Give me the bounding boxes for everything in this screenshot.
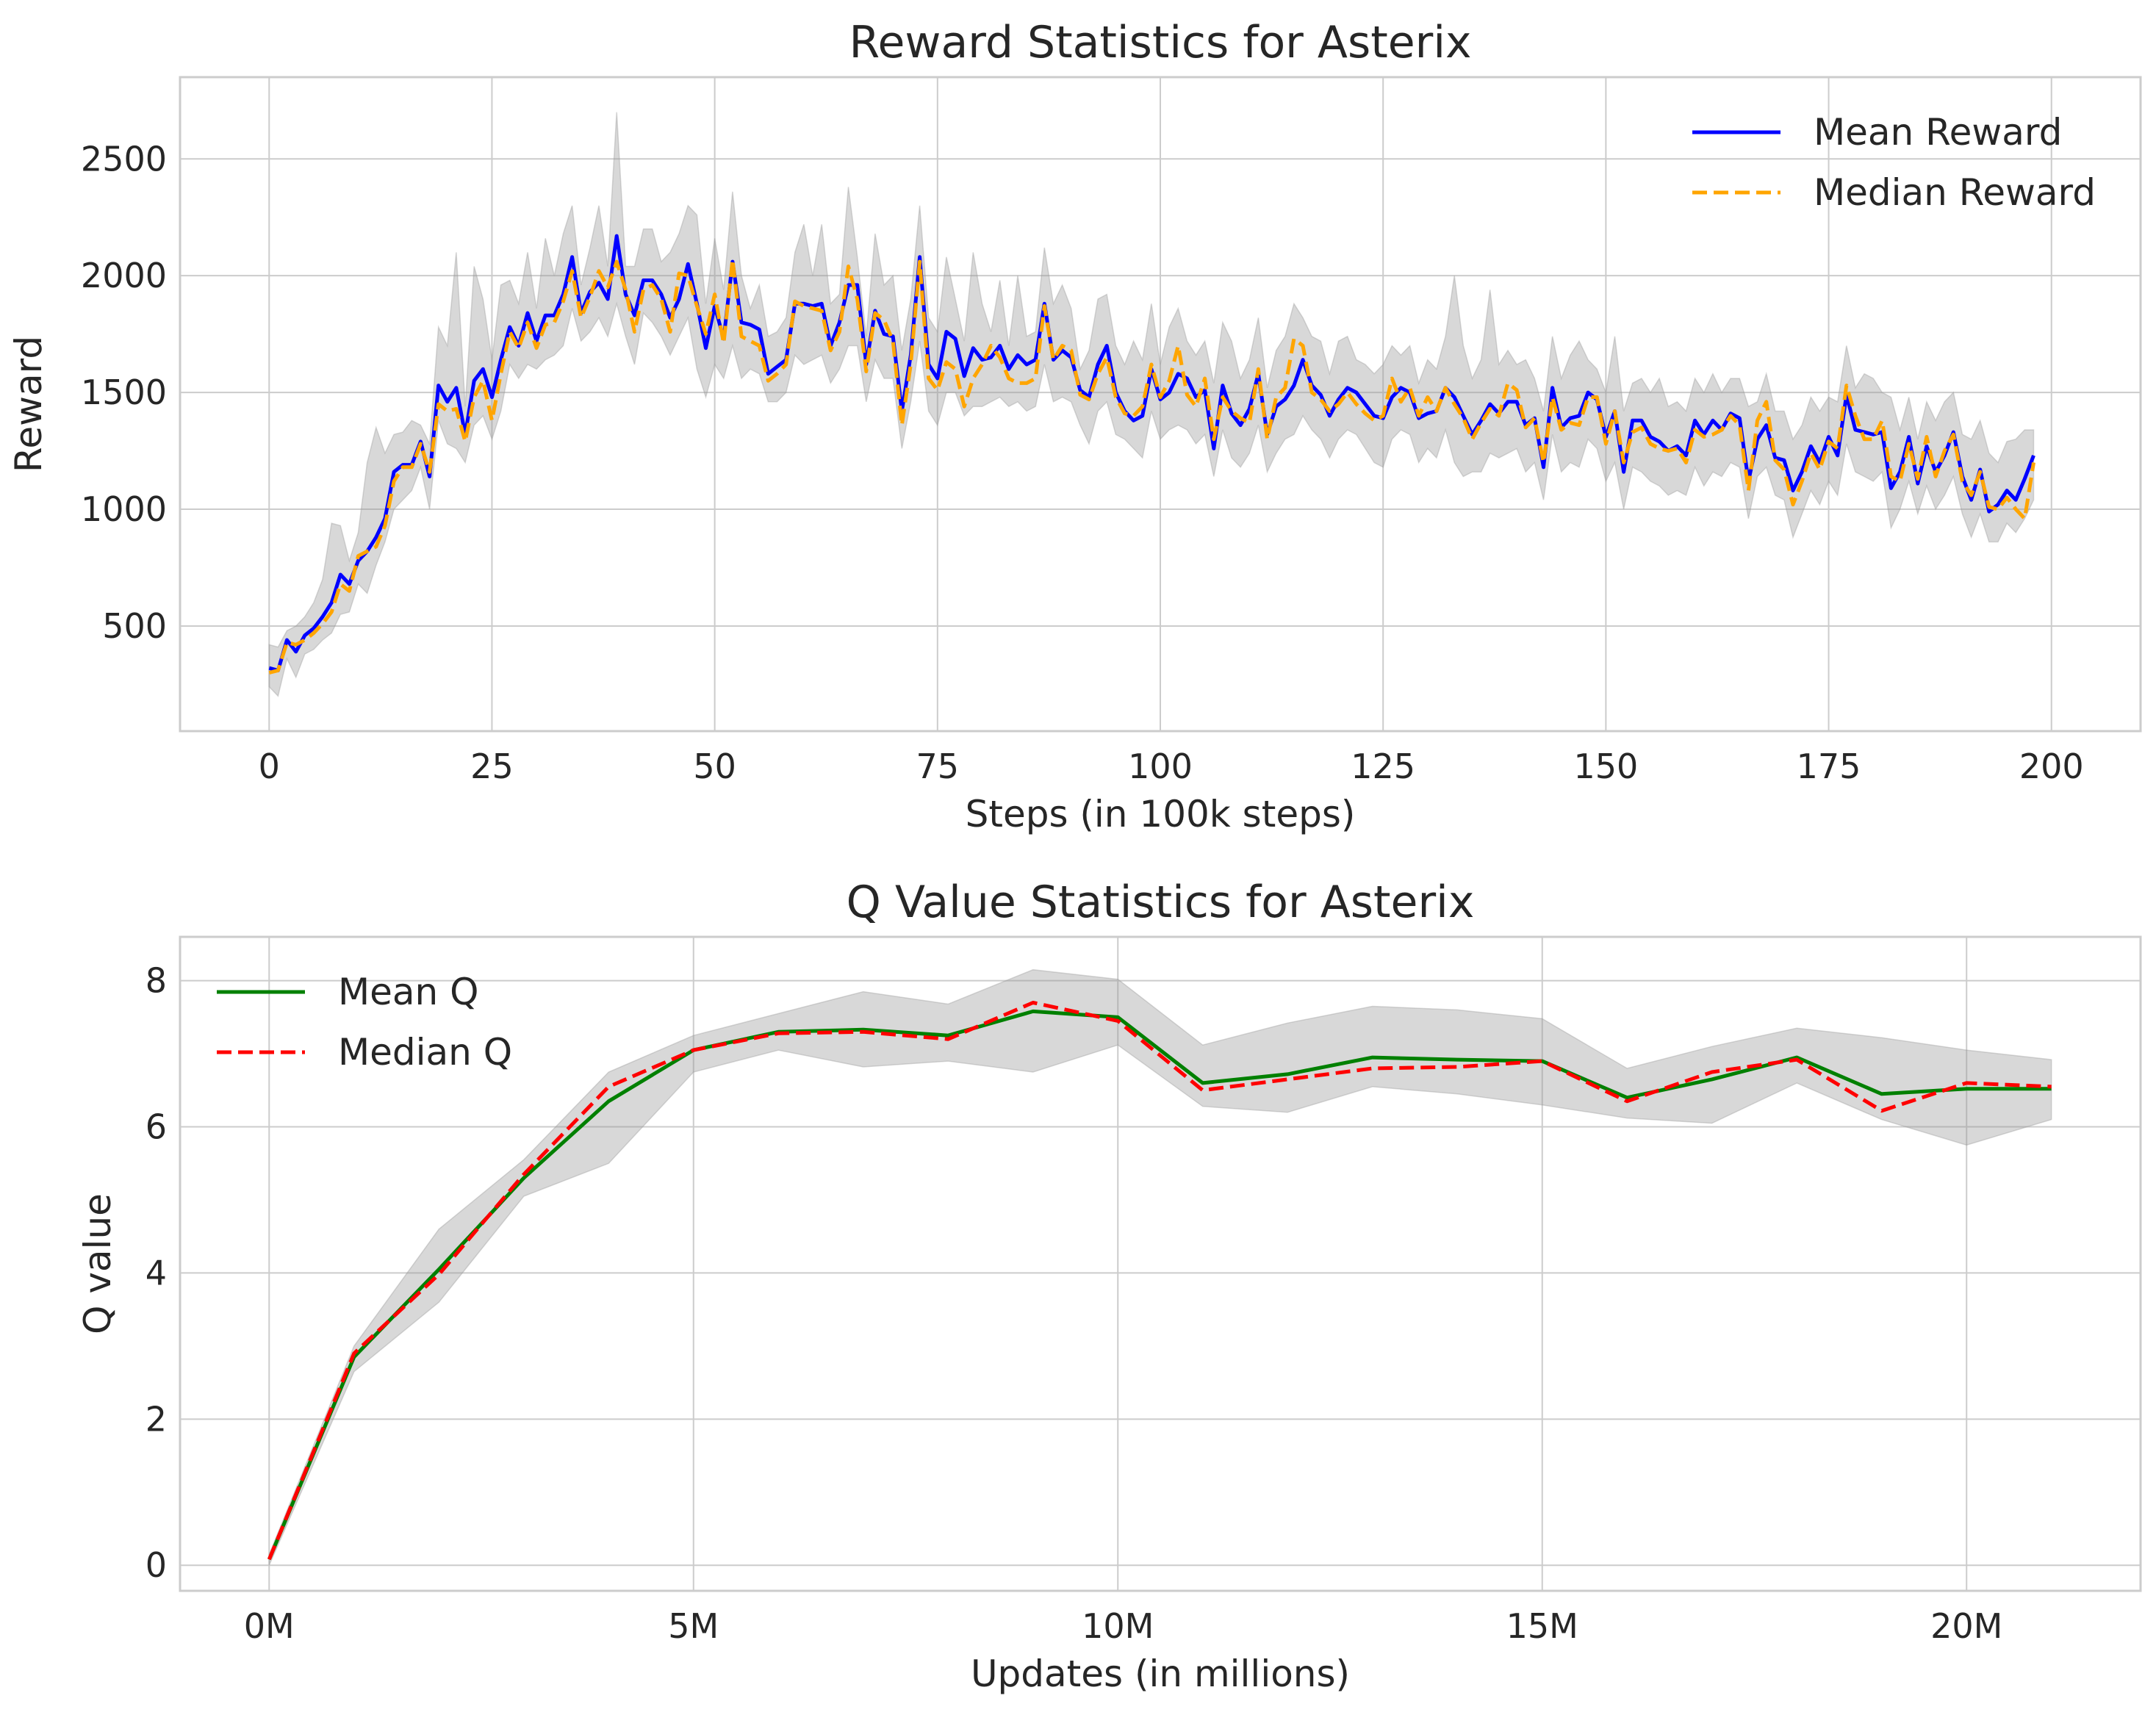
y-tick-label: 0 bbox=[145, 1545, 167, 1585]
reward-x-ticks: 0 25 50 75 100 125 150 175 200 bbox=[259, 747, 2084, 786]
q-value-range-band bbox=[268, 968, 2052, 1566]
legend-label-median-q: Median Q bbox=[338, 1031, 512, 1074]
x-tick-label: 200 bbox=[2019, 747, 2084, 786]
series-line-median-q bbox=[267, 1001, 2052, 1561]
q-value-chart-title: Q Value Statistics for Asterix bbox=[847, 877, 1475, 928]
q-value-x-ticks: 0M 5M 10M 15M 20M bbox=[244, 1606, 2003, 1646]
x-tick-label: 50 bbox=[693, 747, 736, 786]
y-tick-label: 8 bbox=[145, 961, 167, 1001]
y-tick-label: 1000 bbox=[81, 489, 167, 529]
y-tick-label: 2 bbox=[145, 1399, 167, 1439]
x-tick-label: 5M bbox=[668, 1606, 719, 1646]
q-value-chart-panel: 0M 5M 10M 15M 20M 0 2 4 6 8 Q Value Statistics f… bbox=[76, 877, 2142, 1695]
y-tick-label: 2500 bbox=[81, 139, 167, 179]
q-value-grid bbox=[180, 937, 2141, 1591]
q-value-legend: Mean Q Median Q bbox=[217, 971, 512, 1074]
x-tick-label: 20M bbox=[1930, 1606, 2002, 1646]
reward-series bbox=[268, 234, 2035, 675]
y-tick-label: 2000 bbox=[81, 256, 167, 295]
x-tick-label: 175 bbox=[1797, 747, 1861, 786]
reward-chart-title: Reward Statistics for Asterix bbox=[849, 17, 1471, 68]
q-value-series bbox=[267, 1001, 2052, 1561]
legend-label-median-reward: Median Reward bbox=[1814, 171, 2096, 214]
reward-plot-frame bbox=[179, 76, 2142, 733]
y-tick-label: 500 bbox=[102, 606, 167, 646]
q-value-x-axis-label: Updates (in millions) bbox=[971, 1653, 1350, 1695]
x-tick-label: 150 bbox=[1573, 747, 1638, 786]
series-line-mean-q bbox=[267, 1009, 2052, 1561]
legend-label-mean-q: Mean Q bbox=[338, 971, 478, 1013]
reward-grid bbox=[180, 77, 2141, 731]
q-value-plot-frame bbox=[179, 935, 2142, 1592]
q-value-plot-area bbox=[180, 937, 2141, 1591]
x-tick-label: 0M bbox=[244, 1606, 295, 1646]
x-tick-label: 25 bbox=[470, 747, 514, 786]
y-tick-label: 1500 bbox=[81, 373, 167, 412]
y-tick-label: 4 bbox=[145, 1253, 167, 1292]
x-tick-label: 100 bbox=[1128, 747, 1193, 786]
reward-legend: Mean Reward Median Reward bbox=[1692, 111, 2096, 214]
x-tick-label: 125 bbox=[1351, 747, 1415, 786]
reward-range-band bbox=[268, 112, 2035, 697]
q-value-y-axis-label: Q value bbox=[76, 1193, 119, 1334]
x-tick-label: 15M bbox=[1506, 1606, 1578, 1646]
reward-x-axis-label: Steps (in 100k steps) bbox=[966, 793, 1356, 835]
q-value-y-ticks: 0 2 4 6 8 bbox=[145, 961, 167, 1586]
x-tick-label: 0 bbox=[259, 747, 280, 786]
x-tick-label: 75 bbox=[916, 747, 960, 786]
x-tick-label: 10M bbox=[1082, 1606, 1154, 1646]
legend-label-mean-reward: Mean Reward bbox=[1814, 111, 2062, 154]
y-tick-label: 6 bbox=[145, 1107, 167, 1147]
series-line-median-reward bbox=[268, 257, 2035, 675]
reward-y-axis-label: Reward bbox=[7, 336, 50, 472]
reward-chart-panel: 0 25 50 75 100 125 150 175 200 500 1000 1500 2000 25… bbox=[7, 17, 2142, 835]
reward-y-ticks: 500 1000 1500 2000 2500 bbox=[81, 139, 167, 646]
